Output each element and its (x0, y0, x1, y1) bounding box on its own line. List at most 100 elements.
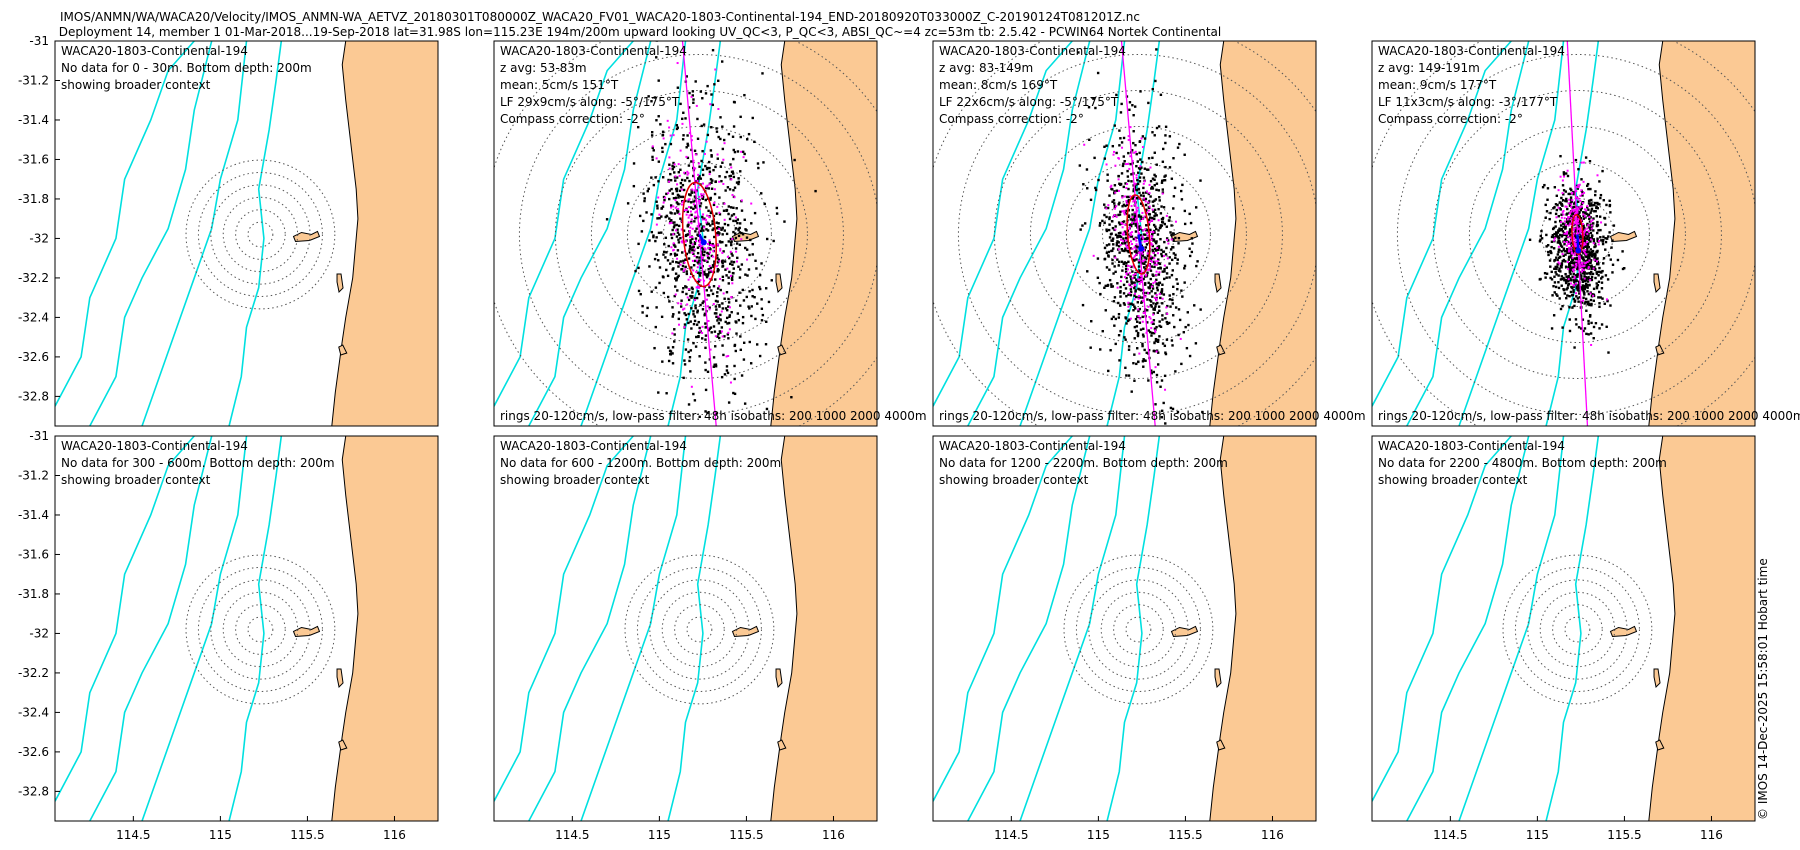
lowpass-point (695, 240, 698, 243)
lowpass-point (1577, 232, 1580, 235)
scatter-point (747, 132, 751, 136)
scatter-point (1540, 237, 1544, 240)
scatter-point (1118, 251, 1121, 254)
scatter-point (687, 350, 690, 354)
scatter-point (672, 226, 676, 229)
scatter-point (1581, 287, 1584, 291)
lowpass-point (716, 153, 719, 156)
scatter-point (1117, 232, 1121, 235)
scatter-point (1153, 199, 1156, 202)
scatter-point (668, 300, 671, 303)
scatter-point (1121, 195, 1124, 198)
scatter-point (1596, 224, 1600, 227)
lowpass-point (1129, 155, 1132, 158)
lowpass-point (677, 18, 679, 20)
lowpass-point (701, 325, 704, 328)
scatter-point (1566, 284, 1570, 287)
lowpass-point (1574, 243, 1577, 246)
scatter-point (663, 198, 666, 202)
lowpass-point (1605, 298, 1608, 301)
scatter-point (1583, 235, 1586, 238)
scatter-point (700, 124, 703, 128)
scatter-point (1160, 205, 1163, 208)
scatter-point (1103, 221, 1106, 225)
scatter-point (690, 327, 693, 330)
scatter-point (1583, 245, 1586, 248)
scatter-point (1580, 178, 1583, 181)
rottnest-island (731, 625, 760, 637)
lowpass-point (664, 196, 667, 199)
scatter-point (704, 338, 707, 341)
scatter-point (692, 207, 695, 211)
scatter-point (718, 303, 721, 307)
scatter-point (739, 268, 742, 271)
scatter-point (741, 150, 745, 154)
scatter-point (1560, 227, 1564, 231)
scatter-point (1594, 321, 1598, 325)
scatter-point (1144, 282, 1147, 285)
scatter-point (1563, 238, 1567, 242)
scatter-point (1123, 336, 1126, 339)
y-tick-label: -32.8 (18, 784, 49, 798)
scatter-point (707, 271, 711, 274)
scatter-point (1151, 177, 1155, 180)
lowpass-point (733, 196, 736, 199)
lowpass-point (728, 328, 731, 331)
lowpass-point (1584, 243, 1587, 246)
lowpass-point (723, 142, 726, 145)
scatter-point (1176, 258, 1179, 261)
lowpass-point (711, 255, 714, 258)
scatter-point (734, 247, 738, 250)
scatter-point (669, 252, 673, 256)
scatter-point (734, 320, 737, 323)
lowpass-point (1147, 268, 1150, 271)
scatter-point (1560, 277, 1564, 281)
scatter-point (1151, 156, 1154, 160)
scatter-point (697, 320, 700, 324)
lowpass-point (704, 218, 707, 221)
lowpass-point (681, 308, 684, 311)
lowpass-point (1574, 266, 1577, 269)
x-tick-label: 114.5 (555, 828, 589, 842)
lowpass-point (1132, 274, 1135, 277)
scatter-point (1605, 325, 1608, 329)
garden-island (775, 668, 783, 688)
scatter-point (1138, 176, 1142, 179)
scatter-point (1119, 231, 1122, 235)
scatter-point (1581, 271, 1584, 275)
lowpass-point (1133, 283, 1136, 286)
scatter-point (1152, 319, 1156, 322)
lowpass-point (674, 229, 677, 232)
scatter-point (1154, 241, 1158, 245)
scatter-point (679, 168, 682, 171)
scatter-point (1130, 280, 1133, 283)
scatter-point (702, 248, 705, 251)
scatter-point (1561, 304, 1564, 308)
scatter-point (1142, 262, 1145, 265)
scatter-point (1560, 196, 1563, 200)
lowpass-point (1137, 294, 1140, 297)
scatter-point (1161, 160, 1165, 163)
scatter-point (1577, 286, 1581, 290)
scatter-point (1560, 250, 1563, 253)
scatter-point (1587, 292, 1591, 296)
lowpass-point (701, 331, 704, 334)
scatter-point (1136, 178, 1139, 182)
scatter-point (655, 306, 658, 309)
panel-label-line: WACA20-1803-Continental-194 (61, 44, 248, 58)
scatter-point (1158, 262, 1162, 266)
scatter-point (1565, 234, 1568, 237)
scatter-point (761, 313, 765, 317)
scatter-point (729, 174, 733, 178)
scatter-point (1145, 351, 1148, 355)
lowpass-point (714, 68, 717, 71)
panel-frame (932, 435, 1317, 822)
scatter-point (679, 217, 682, 220)
scatter-point (690, 307, 693, 310)
scatter-point (690, 266, 693, 269)
scatter-point (1582, 224, 1585, 227)
scatter-point (1165, 272, 1169, 275)
scatter-point (723, 260, 727, 263)
lowpass-point (698, 243, 701, 246)
panel-label-line: z avg: 83-149m (939, 61, 1033, 75)
